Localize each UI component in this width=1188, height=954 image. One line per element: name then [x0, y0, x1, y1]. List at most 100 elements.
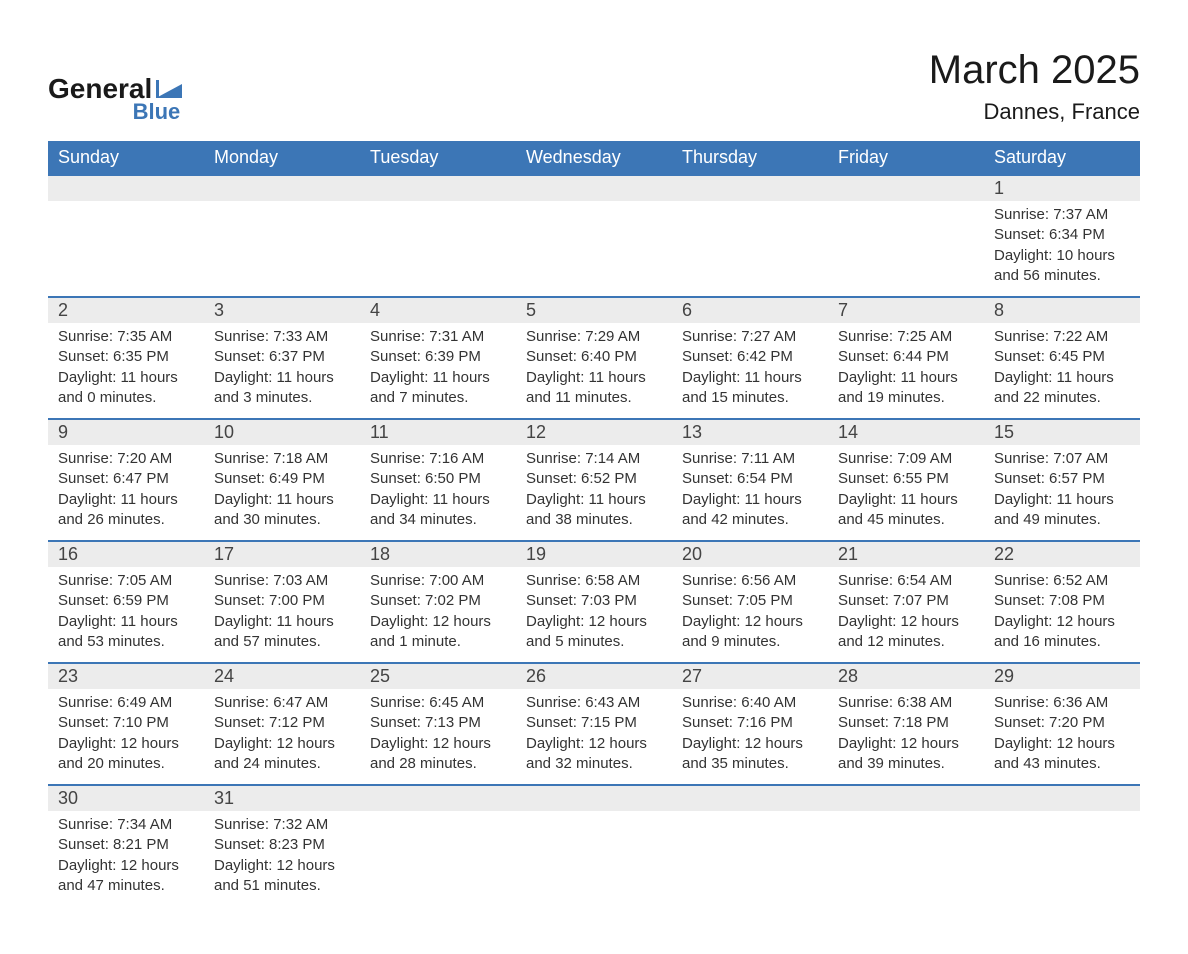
day-number-cell: 28: [828, 663, 984, 689]
day-detail-cell: Sunrise: 7:14 AMSunset: 6:52 PMDaylight:…: [516, 445, 672, 541]
day-detail-cell: Sunrise: 6:52 AMSunset: 7:08 PMDaylight:…: [984, 567, 1140, 663]
day-detail-cell: Sunrise: 6:38 AMSunset: 7:18 PMDaylight:…: [828, 689, 984, 785]
title-block: March 2025 Dannes, France: [929, 48, 1140, 125]
day-detail-cell: Sunrise: 7:32 AMSunset: 8:23 PMDaylight:…: [204, 811, 360, 906]
day-detail-cell: [360, 811, 516, 906]
day-detail-cell: [828, 201, 984, 297]
sunset-text: Sunset: 6:44 PM: [838, 347, 974, 367]
day-number-cell: 20: [672, 541, 828, 567]
daylight1-text: Daylight: 12 hours: [370, 612, 506, 632]
sunrise-text: Sunrise: 7:03 AM: [214, 571, 350, 591]
day-detail-cell: Sunrise: 7:18 AMSunset: 6:49 PMDaylight:…: [204, 445, 360, 541]
sunset-text: Sunset: 7:18 PM: [838, 713, 974, 733]
day-number-cell: [828, 785, 984, 811]
day-detail-cell: Sunrise: 6:56 AMSunset: 7:05 PMDaylight:…: [672, 567, 828, 663]
daylight1-text: Daylight: 11 hours: [214, 612, 350, 632]
daylight1-text: Daylight: 12 hours: [994, 612, 1130, 632]
day-number-cell: 30: [48, 785, 204, 811]
sunset-text: Sunset: 7:16 PM: [682, 713, 818, 733]
daylight1-text: Daylight: 12 hours: [838, 612, 974, 632]
day-detail-cell: Sunrise: 6:47 AMSunset: 7:12 PMDaylight:…: [204, 689, 360, 785]
sunrise-text: Sunrise: 7:11 AM: [682, 449, 818, 469]
sunset-text: Sunset: 7:12 PM: [214, 713, 350, 733]
day-detail-cell: Sunrise: 6:58 AMSunset: 7:03 PMDaylight:…: [516, 567, 672, 663]
day-detail-cell: [516, 201, 672, 297]
day-detail-cell: Sunrise: 7:27 AMSunset: 6:42 PMDaylight:…: [672, 323, 828, 419]
daylight1-text: Daylight: 12 hours: [682, 734, 818, 754]
day-detail-row: Sunrise: 7:35 AMSunset: 6:35 PMDaylight:…: [48, 323, 1140, 419]
daylight2-text: and 0 minutes.: [58, 388, 194, 408]
daylight1-text: Daylight: 11 hours: [526, 368, 662, 388]
sunrise-text: Sunrise: 6:40 AM: [682, 693, 818, 713]
day-number-cell: [360, 785, 516, 811]
sunset-text: Sunset: 6:55 PM: [838, 469, 974, 489]
day-detail-cell: Sunrise: 7:20 AMSunset: 6:47 PMDaylight:…: [48, 445, 204, 541]
day-number-cell: [360, 175, 516, 201]
day-detail-cell: [984, 811, 1140, 906]
daylight1-text: Daylight: 12 hours: [214, 734, 350, 754]
day-number-cell: 21: [828, 541, 984, 567]
daylight1-text: Daylight: 11 hours: [58, 612, 194, 632]
daylight2-text: and 15 minutes.: [682, 388, 818, 408]
sunrise-text: Sunrise: 7:00 AM: [370, 571, 506, 591]
day-number-row: 1: [48, 175, 1140, 201]
sunset-text: Sunset: 6:42 PM: [682, 347, 818, 367]
daylight1-text: Daylight: 12 hours: [58, 734, 194, 754]
weekday-header: Monday: [204, 141, 360, 175]
daylight1-text: Daylight: 11 hours: [838, 490, 974, 510]
daylight1-text: Daylight: 11 hours: [682, 490, 818, 510]
day-detail-row: Sunrise: 6:49 AMSunset: 7:10 PMDaylight:…: [48, 689, 1140, 785]
sunrise-text: Sunrise: 7:22 AM: [994, 327, 1130, 347]
daylight2-text: and 12 minutes.: [838, 632, 974, 652]
daylight2-text: and 42 minutes.: [682, 510, 818, 530]
day-detail-cell: Sunrise: 7:03 AMSunset: 7:00 PMDaylight:…: [204, 567, 360, 663]
day-number-cell: 31: [204, 785, 360, 811]
day-number-row: 16171819202122: [48, 541, 1140, 567]
day-detail-cell: Sunrise: 6:36 AMSunset: 7:20 PMDaylight:…: [984, 689, 1140, 785]
daylight2-text: and 5 minutes.: [526, 632, 662, 652]
daylight2-text: and 22 minutes.: [994, 388, 1130, 408]
daylight2-text: and 16 minutes.: [994, 632, 1130, 652]
day-detail-cell: [516, 811, 672, 906]
sunset-text: Sunset: 6:49 PM: [214, 469, 350, 489]
weekday-header: Thursday: [672, 141, 828, 175]
daylight2-text: and 28 minutes.: [370, 754, 506, 774]
weekday-header: Sunday: [48, 141, 204, 175]
daylight1-text: Daylight: 12 hours: [526, 612, 662, 632]
day-number-cell: 5: [516, 297, 672, 323]
sunset-text: Sunset: 6:59 PM: [58, 591, 194, 611]
day-number-cell: [672, 175, 828, 201]
location: Dannes, France: [929, 99, 1140, 125]
day-number-row: 2345678: [48, 297, 1140, 323]
sunset-text: Sunset: 6:45 PM: [994, 347, 1130, 367]
daylight2-text: and 20 minutes.: [58, 754, 194, 774]
sunset-text: Sunset: 6:52 PM: [526, 469, 662, 489]
sunrise-text: Sunrise: 6:49 AM: [58, 693, 194, 713]
daylight2-text: and 30 minutes.: [214, 510, 350, 530]
day-number-cell: 25: [360, 663, 516, 689]
sunrise-text: Sunrise: 7:16 AM: [370, 449, 506, 469]
day-detail-cell: Sunrise: 7:09 AMSunset: 6:55 PMDaylight:…: [828, 445, 984, 541]
daylight1-text: Daylight: 11 hours: [58, 490, 194, 510]
day-detail-cell: Sunrise: 6:49 AMSunset: 7:10 PMDaylight:…: [48, 689, 204, 785]
day-number-cell: 14: [828, 419, 984, 445]
sunset-text: Sunset: 8:23 PM: [214, 835, 350, 855]
sunrise-text: Sunrise: 7:34 AM: [58, 815, 194, 835]
daylight2-text: and 1 minute.: [370, 632, 506, 652]
weekday-header: Wednesday: [516, 141, 672, 175]
day-detail-cell: Sunrise: 7:31 AMSunset: 6:39 PMDaylight:…: [360, 323, 516, 419]
day-detail-cell: Sunrise: 7:29 AMSunset: 6:40 PMDaylight:…: [516, 323, 672, 419]
day-number-cell: 6: [672, 297, 828, 323]
day-detail-cell: Sunrise: 6:54 AMSunset: 7:07 PMDaylight:…: [828, 567, 984, 663]
daylight2-text: and 26 minutes.: [58, 510, 194, 530]
logo-text-bottom: Blue: [133, 99, 181, 125]
daylight2-text: and 34 minutes.: [370, 510, 506, 530]
sunrise-text: Sunrise: 6:43 AM: [526, 693, 662, 713]
sunrise-text: Sunrise: 7:29 AM: [526, 327, 662, 347]
daylight2-text: and 11 minutes.: [526, 388, 662, 408]
day-detail-cell: Sunrise: 7:22 AMSunset: 6:45 PMDaylight:…: [984, 323, 1140, 419]
day-detail-cell: Sunrise: 6:45 AMSunset: 7:13 PMDaylight:…: [360, 689, 516, 785]
daylight1-text: Daylight: 11 hours: [214, 368, 350, 388]
daylight2-text: and 38 minutes.: [526, 510, 662, 530]
sunset-text: Sunset: 6:54 PM: [682, 469, 818, 489]
